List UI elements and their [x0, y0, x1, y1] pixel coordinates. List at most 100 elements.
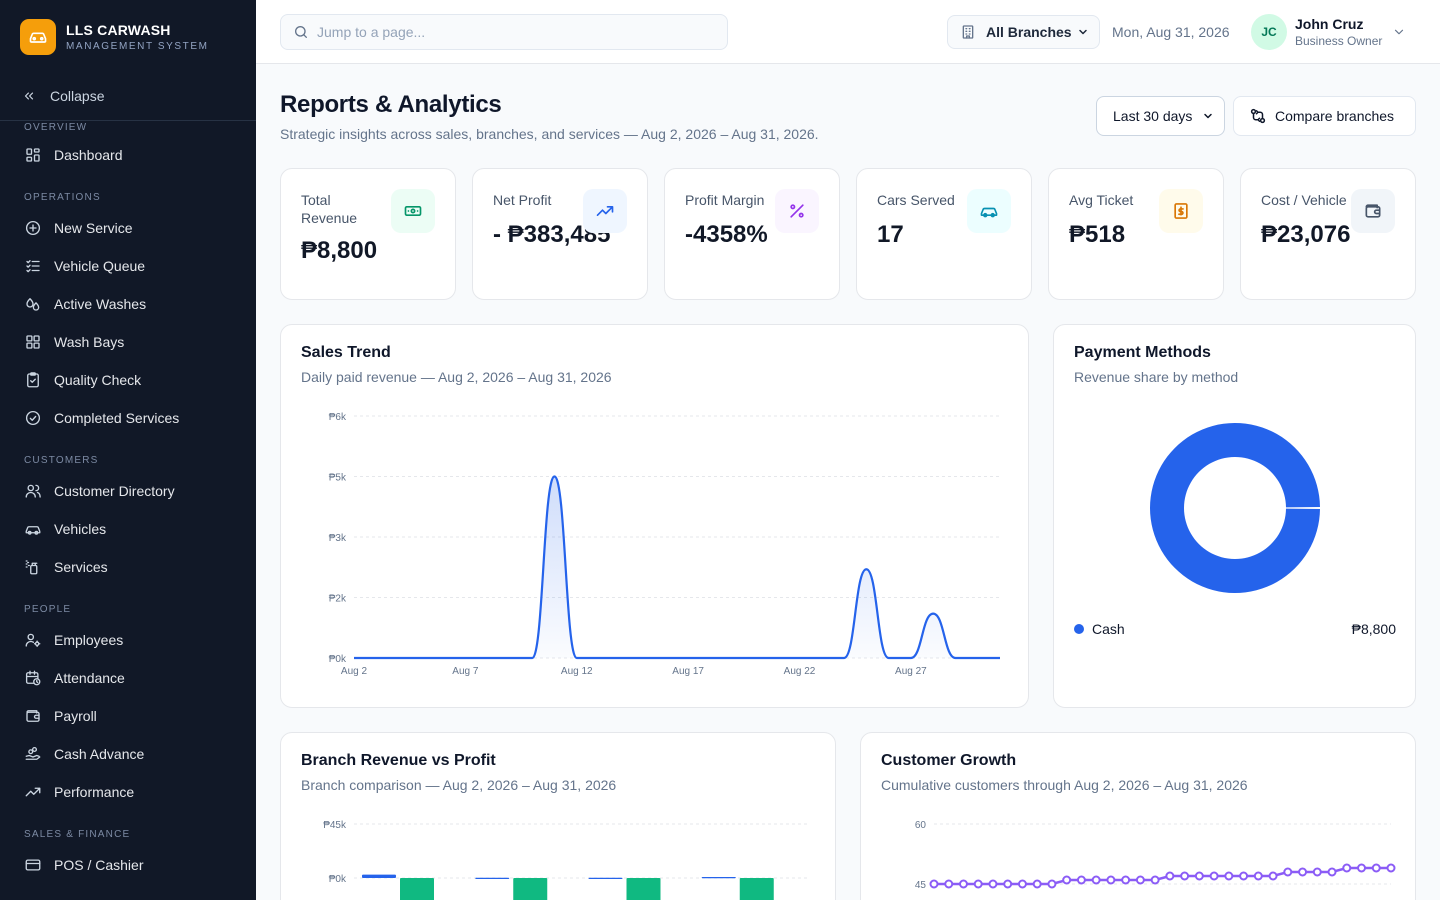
data-point-9 — [1047, 879, 1057, 889]
y-tick-label: ₱6k — [329, 412, 347, 423]
sidebar-item-employees[interactable]: Employees — [0, 621, 256, 659]
kpi-value: ₱518 — [1069, 221, 1126, 248]
kpi-card-cars-served: Cars Served 17 — [856, 168, 1032, 300]
data-point-24 — [1268, 871, 1278, 881]
sidebar-item-label: Employees — [54, 632, 124, 648]
current-date: Mon, Aug 31, 2026 — [1112, 24, 1230, 40]
droplets-icon — [24, 295, 54, 313]
payment-methods-card: Payment Methods Revenue share by method … — [1053, 324, 1416, 708]
data-point-14 — [1121, 875, 1131, 885]
trending-up-icon — [583, 189, 627, 233]
data-point-17 — [1165, 871, 1175, 881]
data-point-13 — [1106, 875, 1116, 885]
kpi-label: Cost / Vehicle — [1261, 192, 1347, 208]
sidebar-item-customer-directory[interactable]: Customer Directory — [0, 472, 256, 510]
kpi-value: -4358% — [685, 221, 768, 248]
bar-series1-3 — [588, 877, 623, 879]
brand[interactable]: LLS CARWASH MANAGEMENT SYSTEM — [20, 19, 209, 55]
y-tick-label: ₱2k — [329, 594, 347, 605]
bar-series1-4 — [701, 877, 736, 879]
sidebar-item-active-washes[interactable]: Active Washes — [0, 285, 256, 323]
card-subtitle: Branch comparison — Aug 2, 2026 – Aug 31… — [301, 777, 617, 793]
branch-selector[interactable]: All Branches — [947, 15, 1100, 49]
page-title: Reports & Analytics — [280, 91, 502, 118]
sidebar-item-label: Customer Directory — [54, 483, 175, 499]
sidebar-item-quality-check[interactable]: Quality Check — [0, 361, 256, 399]
data-point-29 — [1342, 863, 1352, 873]
wallet-icon — [24, 707, 54, 725]
branch-revenue-card: Branch Revenue vs Profit Branch comparis… — [280, 732, 836, 900]
kpi-value: 17 — [877, 221, 904, 248]
sidebar-item-label: New Service — [54, 220, 133, 236]
sidebar-item-label: Payroll — [54, 708, 97, 724]
calendar-clock-icon — [24, 669, 54, 687]
sidebar-item-pos-cashier[interactable]: POS / Cashier — [0, 846, 256, 884]
sidebar-item-label: Services — [54, 559, 108, 575]
card-title: Sales Trend — [301, 344, 391, 361]
check-circle-icon — [24, 409, 54, 427]
sidebar-item-label: Quality Check — [54, 372, 142, 388]
nav-section-operations: OPERATIONS — [24, 192, 101, 203]
sidebar-item-label: Performance — [54, 784, 135, 800]
data-point-32 — [1386, 863, 1396, 873]
sidebar-item-dashboard[interactable]: Dashboard — [0, 136, 256, 174]
sidebar-item-performance[interactable]: Performance — [0, 773, 256, 811]
nav-section-overview: OVERVIEW — [24, 122, 88, 133]
spray-icon — [24, 558, 54, 576]
git-compare-icon — [1250, 108, 1266, 124]
collapse-button[interactable]: Collapse — [22, 88, 104, 104]
y-tick-label: 60 — [915, 820, 927, 831]
y-tick-label: ₱0k — [329, 654, 347, 665]
sidebar-item-cash-advance[interactable]: Cash Advance — [0, 735, 256, 773]
car-icon — [967, 189, 1011, 233]
series-line — [934, 866, 1391, 886]
sidebar-item-services[interactable]: Services — [0, 548, 256, 586]
branch-label: All Branches — [986, 24, 1072, 40]
date-range-select[interactable]: Last 30 days — [1096, 96, 1225, 136]
pie-slice-cash — [1150, 423, 1320, 593]
bar-series1-1 — [362, 874, 396, 878]
car-icon — [24, 520, 54, 538]
sidebar-item-payroll[interactable]: Payroll — [0, 697, 256, 735]
bar-series2-1 — [400, 878, 434, 900]
sidebar-item-new-service[interactable]: New Service — [0, 209, 256, 247]
data-point-10 — [1062, 875, 1072, 885]
search-input[interactable] — [317, 24, 697, 40]
branch-revenue-chart[interactable]: ₱0k ₱45k — [281, 733, 836, 900]
data-point-8 — [1032, 879, 1042, 889]
sidebar-item-attendance[interactable]: Attendance — [0, 659, 256, 697]
sidebar-item-vehicle-queue[interactable]: Vehicle Queue — [0, 247, 256, 285]
search-icon — [295, 26, 307, 38]
user-menu[interactable]: JC John Cruz Business Owner — [1251, 14, 1406, 50]
payment-methods-chart[interactable] — [1054, 325, 1416, 625]
compare-branches-button[interactable]: Compare branches — [1233, 96, 1416, 136]
hand-coins-icon — [24, 745, 54, 763]
data-point-22 — [1239, 871, 1249, 881]
user-name: John Cruz — [1295, 16, 1364, 32]
wallet-icon — [1351, 189, 1395, 233]
date-range-value: Last 30 days — [1113, 108, 1193, 124]
legend-swatch — [1074, 624, 1084, 634]
data-point-11 — [1076, 875, 1086, 885]
grid-icon — [24, 333, 54, 351]
sidebar-item-wash-bays[interactable]: Wash Bays — [0, 323, 256, 361]
series-line — [353, 475, 1000, 660]
search-box[interactable] — [280, 14, 728, 50]
sidebar-item-completed-services[interactable]: Completed Services — [0, 399, 256, 437]
sidebar-item-label: Dashboard — [54, 147, 123, 163]
sidebar-divider — [0, 120, 256, 121]
sidebar-nav: OVERVIEW Dashboard OPERATIONS New Service Ve… — [0, 121, 256, 884]
bar-series2-4 — [739, 878, 774, 900]
sidebar-item-label: Wash Bays — [54, 334, 125, 350]
kpi-label: Profit Margin — [685, 192, 765, 208]
chevron-down-icon — [1078, 29, 1087, 35]
sales-trend-chart[interactable]: ₱0k ₱2k ₱3k ₱5k ₱6k Aug 2 Aug 7 Aug 12 Aug 17 Aug… — [281, 325, 1029, 708]
plus-circle-icon — [24, 219, 54, 237]
y-tick-label: ₱3k — [329, 533, 347, 544]
sales-trend-card: Sales Trend Daily paid revenue — Aug 2, … — [280, 324, 1029, 708]
car-logo-icon — [20, 19, 56, 55]
sidebar-item-label: Attendance — [54, 670, 125, 686]
sidebar-item-vehicles[interactable]: Vehicles — [0, 510, 256, 548]
customer-growth-chart[interactable]: 45 60 — [861, 733, 1416, 900]
sidebar: LLS CARWASH MANAGEMENT SYSTEM Collapse O… — [0, 0, 256, 900]
